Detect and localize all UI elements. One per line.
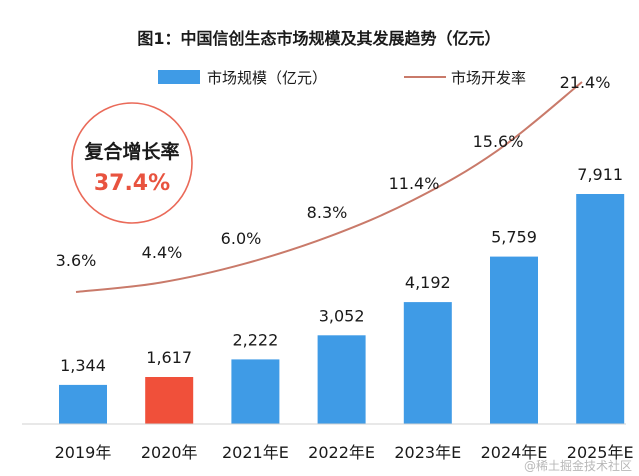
x-tick-label-6: 2025年E	[567, 443, 634, 462]
x-tick-label-2: 2021年E	[222, 443, 289, 462]
x-tick-label-3: 2022年E	[308, 443, 375, 462]
rate-value-label-2: 6.0%	[221, 229, 262, 248]
x-tick-label-0: 2019年	[55, 443, 112, 462]
rate-value-label-3: 8.3%	[307, 203, 348, 222]
bar-0	[59, 384, 107, 424]
legend: 市场规模（亿元） 市场开发率	[158, 69, 526, 87]
x-axis-ticks: 2019年 2020年 2021年E 2022年E 2023年E 2024年E 2025年E	[55, 443, 634, 462]
cagr-value: 37.4%	[94, 171, 170, 196]
bar-value-label-2: 2,222	[232, 330, 278, 349]
bar-3	[317, 335, 366, 424]
bar-1	[145, 377, 194, 424]
bar-series	[59, 194, 625, 424]
bar-value-label-6: 7,911	[577, 165, 623, 184]
cagr-circle	[71, 102, 193, 224]
x-tick-label-1: 2020年	[141, 443, 198, 462]
cagr-title: 复合增长率	[83, 140, 179, 163]
legend-bar-label: 市场规模（亿元）	[207, 69, 327, 87]
bar-5	[490, 256, 538, 424]
rate-value-label-6: 21.4%	[560, 73, 611, 92]
rate-value-label-0: 3.6%	[56, 251, 97, 270]
bar-value-label-1: 1,617	[146, 348, 192, 367]
bar-value-label-0: 1,344	[60, 356, 106, 375]
bar-4	[403, 302, 452, 424]
x-tick-label-5: 2024年E	[481, 443, 548, 462]
legend-bar-swatch	[158, 70, 200, 84]
bar-value-label-5: 5,759	[491, 228, 537, 247]
rate-value-labels: 3.6% 4.4% 6.0% 8.3% 11.4% 15.6% 21.4%	[56, 73, 611, 270]
rate-line	[75, 81, 583, 293]
bar-2	[231, 359, 280, 424]
bar-value-label-4: 4,192	[405, 273, 451, 292]
cagr-badge: 复合增长率 37.4%	[71, 102, 193, 224]
x-tick-label-4: 2023年E	[394, 443, 461, 462]
chart-title: 图1：中国信创生态市场规模及其发展趋势（亿元）	[137, 29, 500, 48]
rate-value-label-4: 11.4%	[389, 174, 440, 193]
legend-line-label: 市场开发率	[451, 69, 526, 87]
watermark-text: @稀土掘金技术社区	[524, 458, 632, 473]
bar-value-label-3: 3,052	[319, 306, 365, 325]
rate-value-label-5: 15.6%	[473, 132, 524, 151]
rate-value-label-1: 4.4%	[142, 243, 183, 262]
bar-6	[576, 194, 625, 424]
bar-value-labels: 1,344 1,617 2,222 3,052 4,192 5,759 7,911	[60, 165, 623, 375]
